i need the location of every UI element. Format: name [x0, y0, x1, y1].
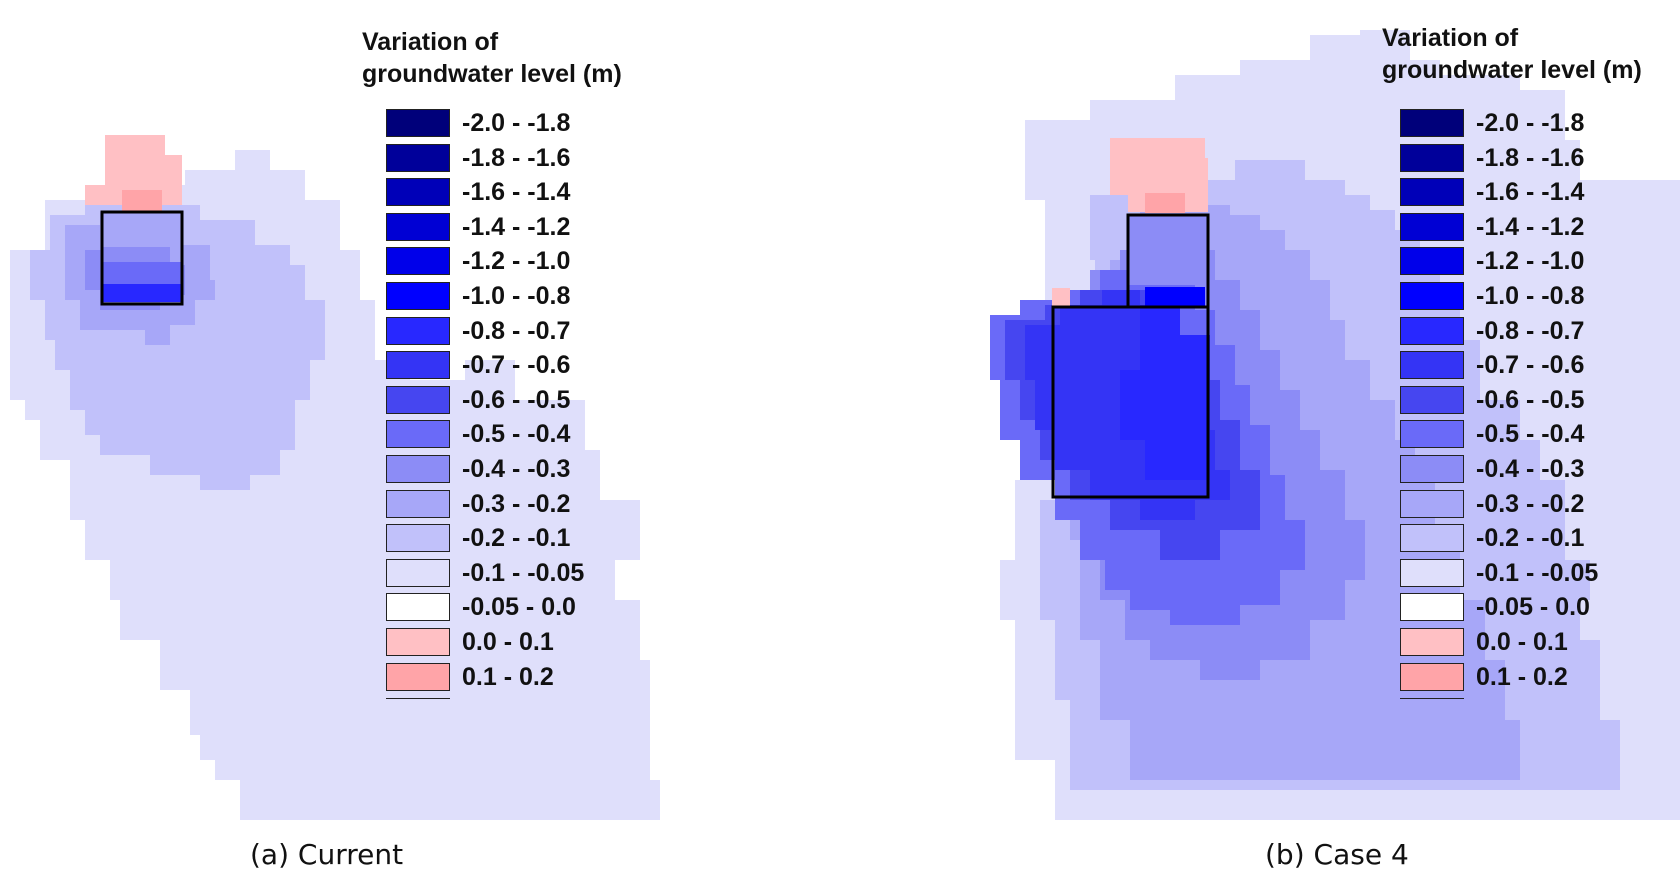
legend-swatch — [1400, 351, 1464, 380]
legend-title-line1: Variation of — [1382, 24, 1519, 52]
legend-cut-edge — [386, 698, 450, 702]
legend-swatch — [1400, 662, 1464, 691]
legend-swatch — [386, 662, 450, 691]
zone-minus-0.5-to-minus-0.4 — [102, 262, 182, 288]
groundwater-map-case4 — [990, 30, 1680, 820]
legend-label: 0.1 - 0.2 — [462, 662, 554, 691]
legend-label: -0.7 - -0.6 — [462, 351, 571, 380]
legend-swatch — [386, 558, 450, 587]
legend-swatch — [1400, 109, 1464, 137]
legend-swatch — [1400, 454, 1464, 483]
legend-swatch — [1400, 178, 1464, 207]
groundwater-map-current — [10, 135, 660, 820]
legend-label: -1.6 - -1.4 — [462, 178, 571, 207]
legend-label: -1.6 - -1.4 — [1476, 178, 1585, 207]
legend-swatch — [1400, 247, 1464, 276]
legend-label: -0.05 - 0.0 — [1476, 593, 1590, 622]
legend-label: -2.0 - -1.8 — [462, 109, 571, 137]
zone-0.0-to-0.1-small — [1052, 288, 1070, 306]
zone-minus-0.8-to-minus-0.7-core — [1145, 440, 1205, 480]
legend-label: -0.3 - -0.2 — [462, 489, 571, 518]
legend-swatch — [386, 627, 450, 656]
legend-label: -1.8 - -1.6 — [1476, 143, 1585, 172]
zone-0.1-to-0.2 — [122, 190, 162, 212]
legend-label: -0.6 - -0.5 — [1476, 385, 1585, 414]
legend-label: -1.2 - -1.0 — [462, 247, 571, 276]
legend-swatch — [386, 109, 450, 137]
legend-swatch — [1400, 212, 1464, 241]
legend-title-line1: Variation of — [362, 28, 499, 56]
legend-label: -0.8 - -0.7 — [1476, 316, 1585, 345]
legend-label: -0.4 - -0.3 — [1476, 454, 1585, 483]
legend-label: -1.0 - -0.8 — [1476, 281, 1585, 310]
legend-swatch — [386, 351, 450, 380]
legend-swatch — [1400, 627, 1464, 656]
legend-label: 0.1 - 0.2 — [1476, 662, 1568, 691]
legend-swatch — [1400, 593, 1464, 622]
zone-minus-1.0-to-minus-0.8 — [1145, 287, 1205, 307]
legend-swatch — [386, 524, 450, 553]
legend-title: Variation of groundwater level (m) — [362, 26, 622, 90]
caption-case4: (b) Case 4 — [1265, 838, 1409, 871]
legend-swatch — [386, 247, 450, 276]
legend-swatch — [1400, 281, 1464, 310]
zone-minus-0.8-to-minus-0.7 — [102, 284, 182, 302]
legend-label: 0.0 - 0.1 — [462, 627, 554, 656]
study-area-box — [100, 210, 184, 306]
legend-label: -0.2 - -0.1 — [462, 524, 571, 553]
legend-cut-edge — [1400, 698, 1464, 702]
zone-minus-0.4-to-minus-0.3-inner — [1128, 215, 1208, 285]
legend-swatch — [1400, 143, 1464, 172]
legend-swatch — [386, 281, 450, 310]
legend-label: -1.8 - -1.6 — [462, 143, 571, 172]
legend-label: -0.1 - -0.05 — [462, 558, 585, 587]
legend-label: -0.8 - -0.7 — [462, 316, 571, 345]
legend-swatch — [386, 454, 450, 483]
legend-swatch — [386, 385, 450, 414]
legend-swatch — [386, 143, 450, 172]
legend-label: -0.5 - -0.4 — [462, 420, 571, 449]
legend-swatch — [1400, 558, 1464, 587]
legend-swatch — [386, 212, 450, 241]
caption-current: (a) Current — [250, 838, 404, 871]
panel-case4: Variation of groundwater level (m) -2.0 … — [840, 0, 1680, 875]
study-area-box-large — [1051, 305, 1210, 499]
legend-swatch — [1400, 316, 1464, 345]
legend-title-line2: groundwater level (m) — [1382, 56, 1642, 84]
legend-swatch — [386, 178, 450, 207]
legend-swatch — [386, 489, 450, 518]
legend-label: -0.3 - -0.2 — [1476, 489, 1585, 518]
legend-label: -0.6 - -0.5 — [462, 385, 571, 414]
legend-label: -0.1 - -0.05 — [1476, 558, 1599, 587]
legend-label: -0.4 - -0.3 — [462, 454, 571, 483]
legend-label: -1.4 - -1.2 — [1476, 212, 1585, 241]
legend-swatch — [1400, 385, 1464, 414]
legend-label: -1.0 - -0.8 — [462, 281, 571, 310]
legend-swatch — [1400, 524, 1464, 553]
legend-label: -0.05 - 0.0 — [462, 593, 576, 622]
legend-label: -2.0 - -1.8 — [1476, 109, 1585, 137]
legend-label: -0.7 - -0.6 — [1476, 351, 1585, 380]
legend-label: -0.5 - -0.4 — [1476, 420, 1585, 449]
legend-swatch — [1400, 420, 1464, 449]
legend-swatch — [386, 593, 450, 622]
legend-title-line2: groundwater level (m) — [362, 60, 622, 88]
legend-title: Variation of groundwater level (m) — [1382, 22, 1642, 86]
panel-current: Variation of groundwater level (m) -2.0 … — [10, 26, 660, 871]
legend-label: -1.2 - -1.0 — [1476, 247, 1585, 276]
legend-swatch — [386, 316, 450, 345]
legend-label: -0.2 - -0.1 — [1476, 524, 1585, 553]
legend-swatch — [386, 420, 450, 449]
legend-label: -1.4 - -1.2 — [462, 212, 571, 241]
zone-minus-0.8-to-minus-0.7 — [1120, 305, 1210, 480]
legend-label: 0.0 - 0.1 — [1476, 627, 1568, 656]
zone-0.1-to-0.2 — [1145, 193, 1185, 213]
legend-swatch — [1400, 489, 1464, 518]
